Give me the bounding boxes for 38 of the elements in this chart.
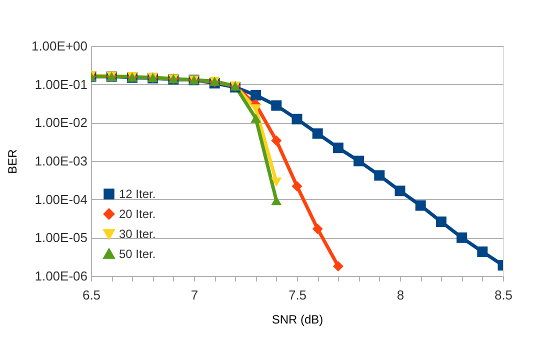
x-tick-label: 8	[396, 288, 404, 302]
y-tick-label: 1.00E-03	[34, 154, 88, 168]
point	[354, 156, 364, 166]
x-tick-label: 6.5	[82, 288, 101, 302]
y-tick-label: 1.00E-01	[34, 76, 88, 92]
y-tick-label: 1.00E+00	[31, 38, 88, 54]
point	[292, 180, 302, 192]
point	[456, 232, 468, 243]
legend-label: 20 Iter.	[119, 207, 156, 221]
x-tick-label: 7	[190, 288, 198, 302]
x-tick-label: 7.5	[288, 288, 307, 302]
point	[332, 142, 344, 154]
legend-label: 12 Iter.	[119, 187, 156, 201]
point	[271, 135, 282, 146]
point	[374, 170, 385, 181]
point	[292, 114, 302, 124]
point	[312, 224, 323, 234]
point	[250, 114, 262, 123]
point	[271, 196, 282, 206]
x-tick-label: 8.5	[494, 288, 513, 302]
point	[332, 260, 344, 272]
point	[271, 178, 282, 187]
y-tick-label: 1.00E-04	[34, 192, 88, 207]
legend-label: 30 Iter.	[119, 227, 156, 241]
point	[394, 186, 406, 196]
legend-label: 50 Iter.	[119, 247, 156, 261]
y-axis-title: BER	[5, 148, 20, 174]
y-tick-label: 1.00E-02	[34, 115, 88, 130]
point	[271, 100, 282, 111]
point	[250, 104, 262, 114]
point	[415, 200, 426, 211]
point	[250, 90, 262, 100]
y-tick-label: 1.00E-05	[34, 230, 88, 246]
point	[312, 128, 323, 139]
x-axis-title: SNR (dB)	[272, 312, 324, 326]
y-tick-label: 1.00E-06	[34, 268, 88, 284]
point	[477, 246, 488, 257]
point	[436, 216, 446, 228]
